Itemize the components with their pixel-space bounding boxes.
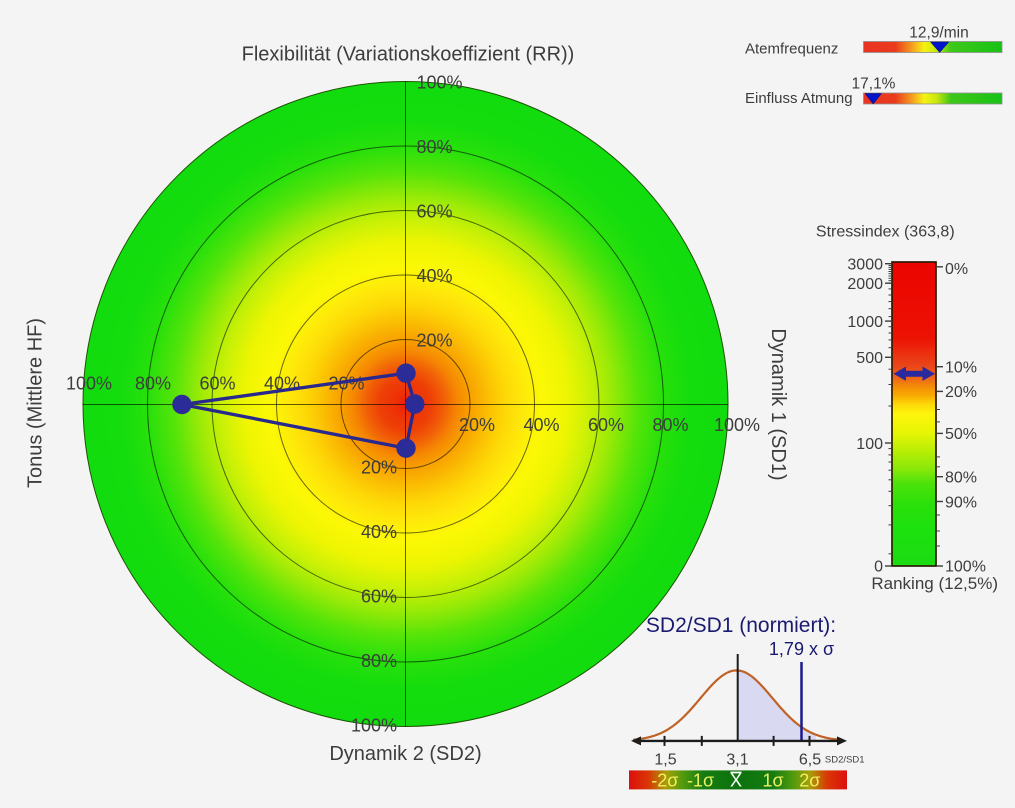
svg-text:0: 0 [874,559,883,576]
svg-text:100%: 100% [351,716,397,736]
svg-text:90%: 90% [945,494,977,511]
svg-text:-2σ: -2σ [651,771,678,791]
svg-text:1000: 1000 [847,314,883,331]
svg-text:Tonus (Mittlere HF): Tonus (Mittlere HF) [25,318,47,488]
svg-text:0%: 0% [945,261,968,278]
svg-text:Ranking (12,5%): Ranking (12,5%) [871,574,998,593]
svg-text:80%: 80% [652,415,688,435]
svg-text:60%: 60% [417,202,453,222]
svg-text:Dynamik 2 (SD2): Dynamik 2 (SD2) [329,743,481,765]
svg-text:100%: 100% [417,73,463,93]
svg-text:20%: 20% [417,331,453,351]
svg-text:12,9/min: 12,9/min [909,25,968,42]
svg-text:20%: 20% [361,458,397,478]
svg-text:2000: 2000 [847,276,883,293]
svg-text:-1σ: -1σ [687,771,714,791]
svg-text:80%: 80% [135,374,171,394]
svg-text:2σ: 2σ [799,771,820,791]
svg-text:80%: 80% [417,137,453,157]
svg-text:Atemfrequenz: Atemfrequenz [745,41,838,58]
svg-text:60%: 60% [199,374,235,394]
svg-text:500: 500 [856,350,883,367]
svg-text:50%: 50% [945,426,977,443]
svg-text:40%: 40% [417,266,453,286]
svg-text:Einfluss Atmung: Einfluss Atmung [745,90,853,107]
svg-text:Flexibilität (Variationskoeffi: Flexibilität (Variationskoeffizient (RR)… [242,44,575,66]
svg-text:1,5: 1,5 [654,752,676,769]
svg-text:Dynamik 1 (SD1): Dynamik 1 (SD1) [767,328,789,480]
svg-text:40%: 40% [523,415,559,435]
svg-text:3000: 3000 [847,257,883,274]
svg-text:60%: 60% [361,587,397,607]
svg-text:1σ: 1σ [762,771,783,791]
svg-text:X: X [730,771,742,791]
svg-text:40%: 40% [361,522,397,542]
svg-text:100%: 100% [66,374,112,394]
svg-text:20%: 20% [459,415,495,435]
svg-text:20%: 20% [328,374,364,394]
svg-text:SD2/SD1: SD2/SD1 [825,755,865,766]
svg-text:10%: 10% [945,360,977,377]
svg-text:17,1%: 17,1% [852,76,896,93]
svg-text:Stressindex (363,8): Stressindex (363,8) [816,224,955,241]
svg-text:80%: 80% [361,651,397,671]
svg-text:20%: 20% [945,384,977,401]
svg-text:100%: 100% [714,415,760,435]
svg-text:80%: 80% [945,470,977,487]
svg-text:100: 100 [856,436,883,453]
svg-text:60%: 60% [588,415,624,435]
svg-text:SD2/SD1 (normiert):: SD2/SD1 (normiert): [646,614,836,637]
svg-text:6,5: 6,5 [799,752,821,769]
svg-text:1,79 x σ: 1,79 x σ [769,639,834,659]
svg-text:3,1: 3,1 [726,752,748,769]
svg-text:100%: 100% [945,559,986,576]
